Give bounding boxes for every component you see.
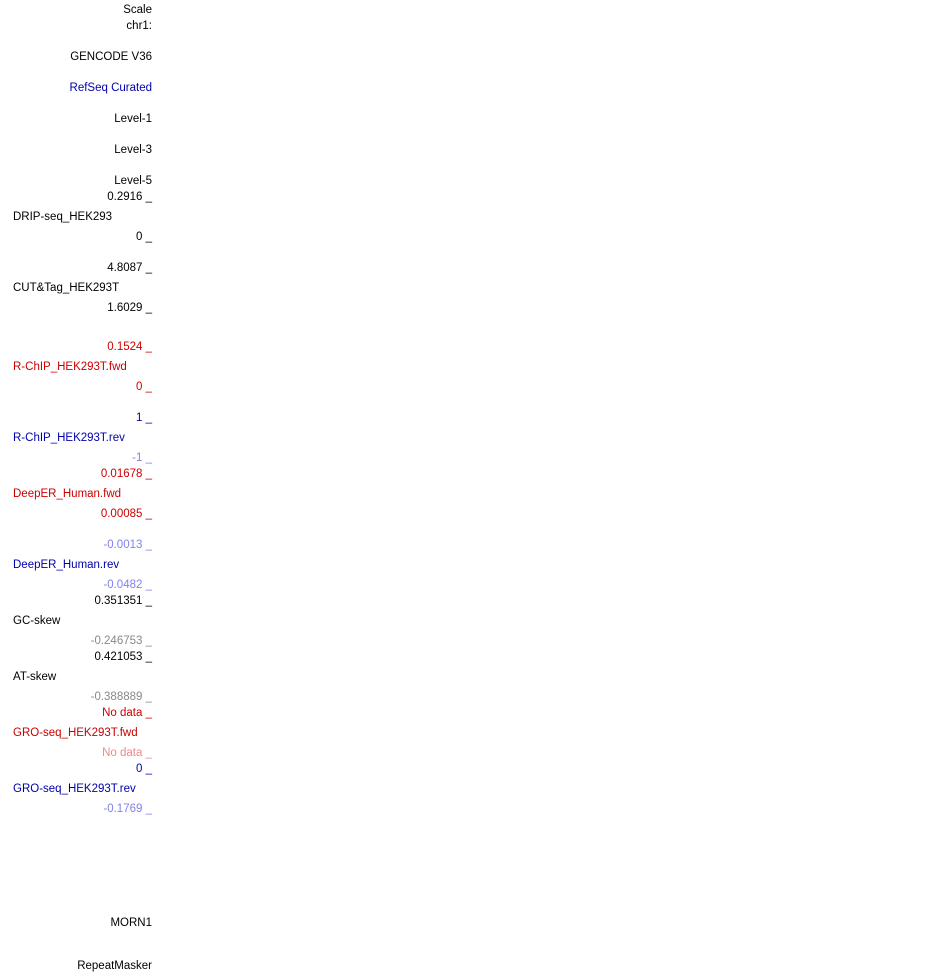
track-label-level5[interactable]: Level-5 bbox=[114, 175, 152, 187]
track-label-gencode[interactable]: GENCODE V36 bbox=[70, 51, 152, 63]
track-label-level3[interactable]: Level-3 bbox=[114, 144, 152, 156]
track-label-refseq[interactable]: RefSeq Curated bbox=[69, 82, 152, 94]
track-label-level1[interactable]: Level-1 bbox=[114, 113, 152, 125]
rchip-rev-max-value: 1 _ bbox=[136, 412, 152, 424]
track-label-deeper-fwd[interactable]: DeepER_Human.fwd bbox=[13, 488, 122, 500]
rchip-fwd-min-value: 0 _ bbox=[136, 381, 152, 393]
deeper-rev-max-value: -0.0013 _ bbox=[103, 539, 152, 551]
track-label-rchip-rev[interactable]: R-ChIP_HEK293T.rev bbox=[13, 432, 125, 444]
track-label-morn1[interactable]: MORN1 bbox=[110, 917, 152, 929]
cuttag-min-value: 1.6029 _ bbox=[107, 302, 152, 314]
gro-fwd-max-value: No data _ bbox=[102, 707, 152, 719]
track-label-gro-fwd[interactable]: GRO-seq_HEK293T.fwd bbox=[13, 727, 138, 739]
track-label-gc-skew[interactable]: GC-skew bbox=[13, 615, 61, 627]
deeper-fwd-min-value: 0.00085 _ bbox=[100, 508, 152, 520]
gc-skew-min-value: -0.246753 _ bbox=[90, 635, 152, 647]
cuttag-max-value: 4.8087 _ bbox=[107, 262, 152, 274]
track-label-drip[interactable]: DRIP-seq_HEK293 bbox=[13, 211, 113, 223]
drip-max-value: 0.2916 _ bbox=[107, 191, 152, 203]
track-label-rchip-fwd[interactable]: R-ChIP_HEK293T.fwd bbox=[13, 361, 127, 373]
at-skew-max-value: 0.421053 _ bbox=[94, 651, 152, 663]
deeper-fwd-max-value: 0.01678 _ bbox=[100, 468, 152, 480]
chrom-label: chr1: bbox=[126, 20, 152, 32]
track-label-repeatmasker[interactable]: RepeatMasker bbox=[77, 960, 152, 972]
track-label-gro-rev[interactable]: GRO-seq_HEK293T.rev bbox=[13, 783, 136, 795]
drip-min-value: 0 _ bbox=[136, 231, 152, 243]
track-label-at-skew[interactable]: AT-skew bbox=[13, 671, 57, 683]
gro-rev-max-value: 0 _ bbox=[136, 763, 152, 775]
gc-skew-max-value: 0.351351 _ bbox=[94, 595, 152, 607]
deeper-rev-min-value: -0.0482 _ bbox=[103, 579, 152, 591]
rchip-rev-min-value: -1 _ bbox=[132, 452, 152, 464]
track-label-deeper-rev[interactable]: DeepER_Human.rev bbox=[13, 559, 120, 571]
rchip-fwd-max-value: 0.1524 _ bbox=[107, 341, 152, 353]
at-skew-min-value: -0.388889 _ bbox=[90, 691, 152, 703]
track-label-cuttag[interactable]: CUT&Tag_HEK293T bbox=[13, 282, 120, 294]
gro-fwd-min-value: No data _ bbox=[102, 747, 152, 759]
gro-rev-min-value: -0.1769 _ bbox=[103, 803, 152, 815]
scale-label: Scale bbox=[123, 4, 152, 16]
